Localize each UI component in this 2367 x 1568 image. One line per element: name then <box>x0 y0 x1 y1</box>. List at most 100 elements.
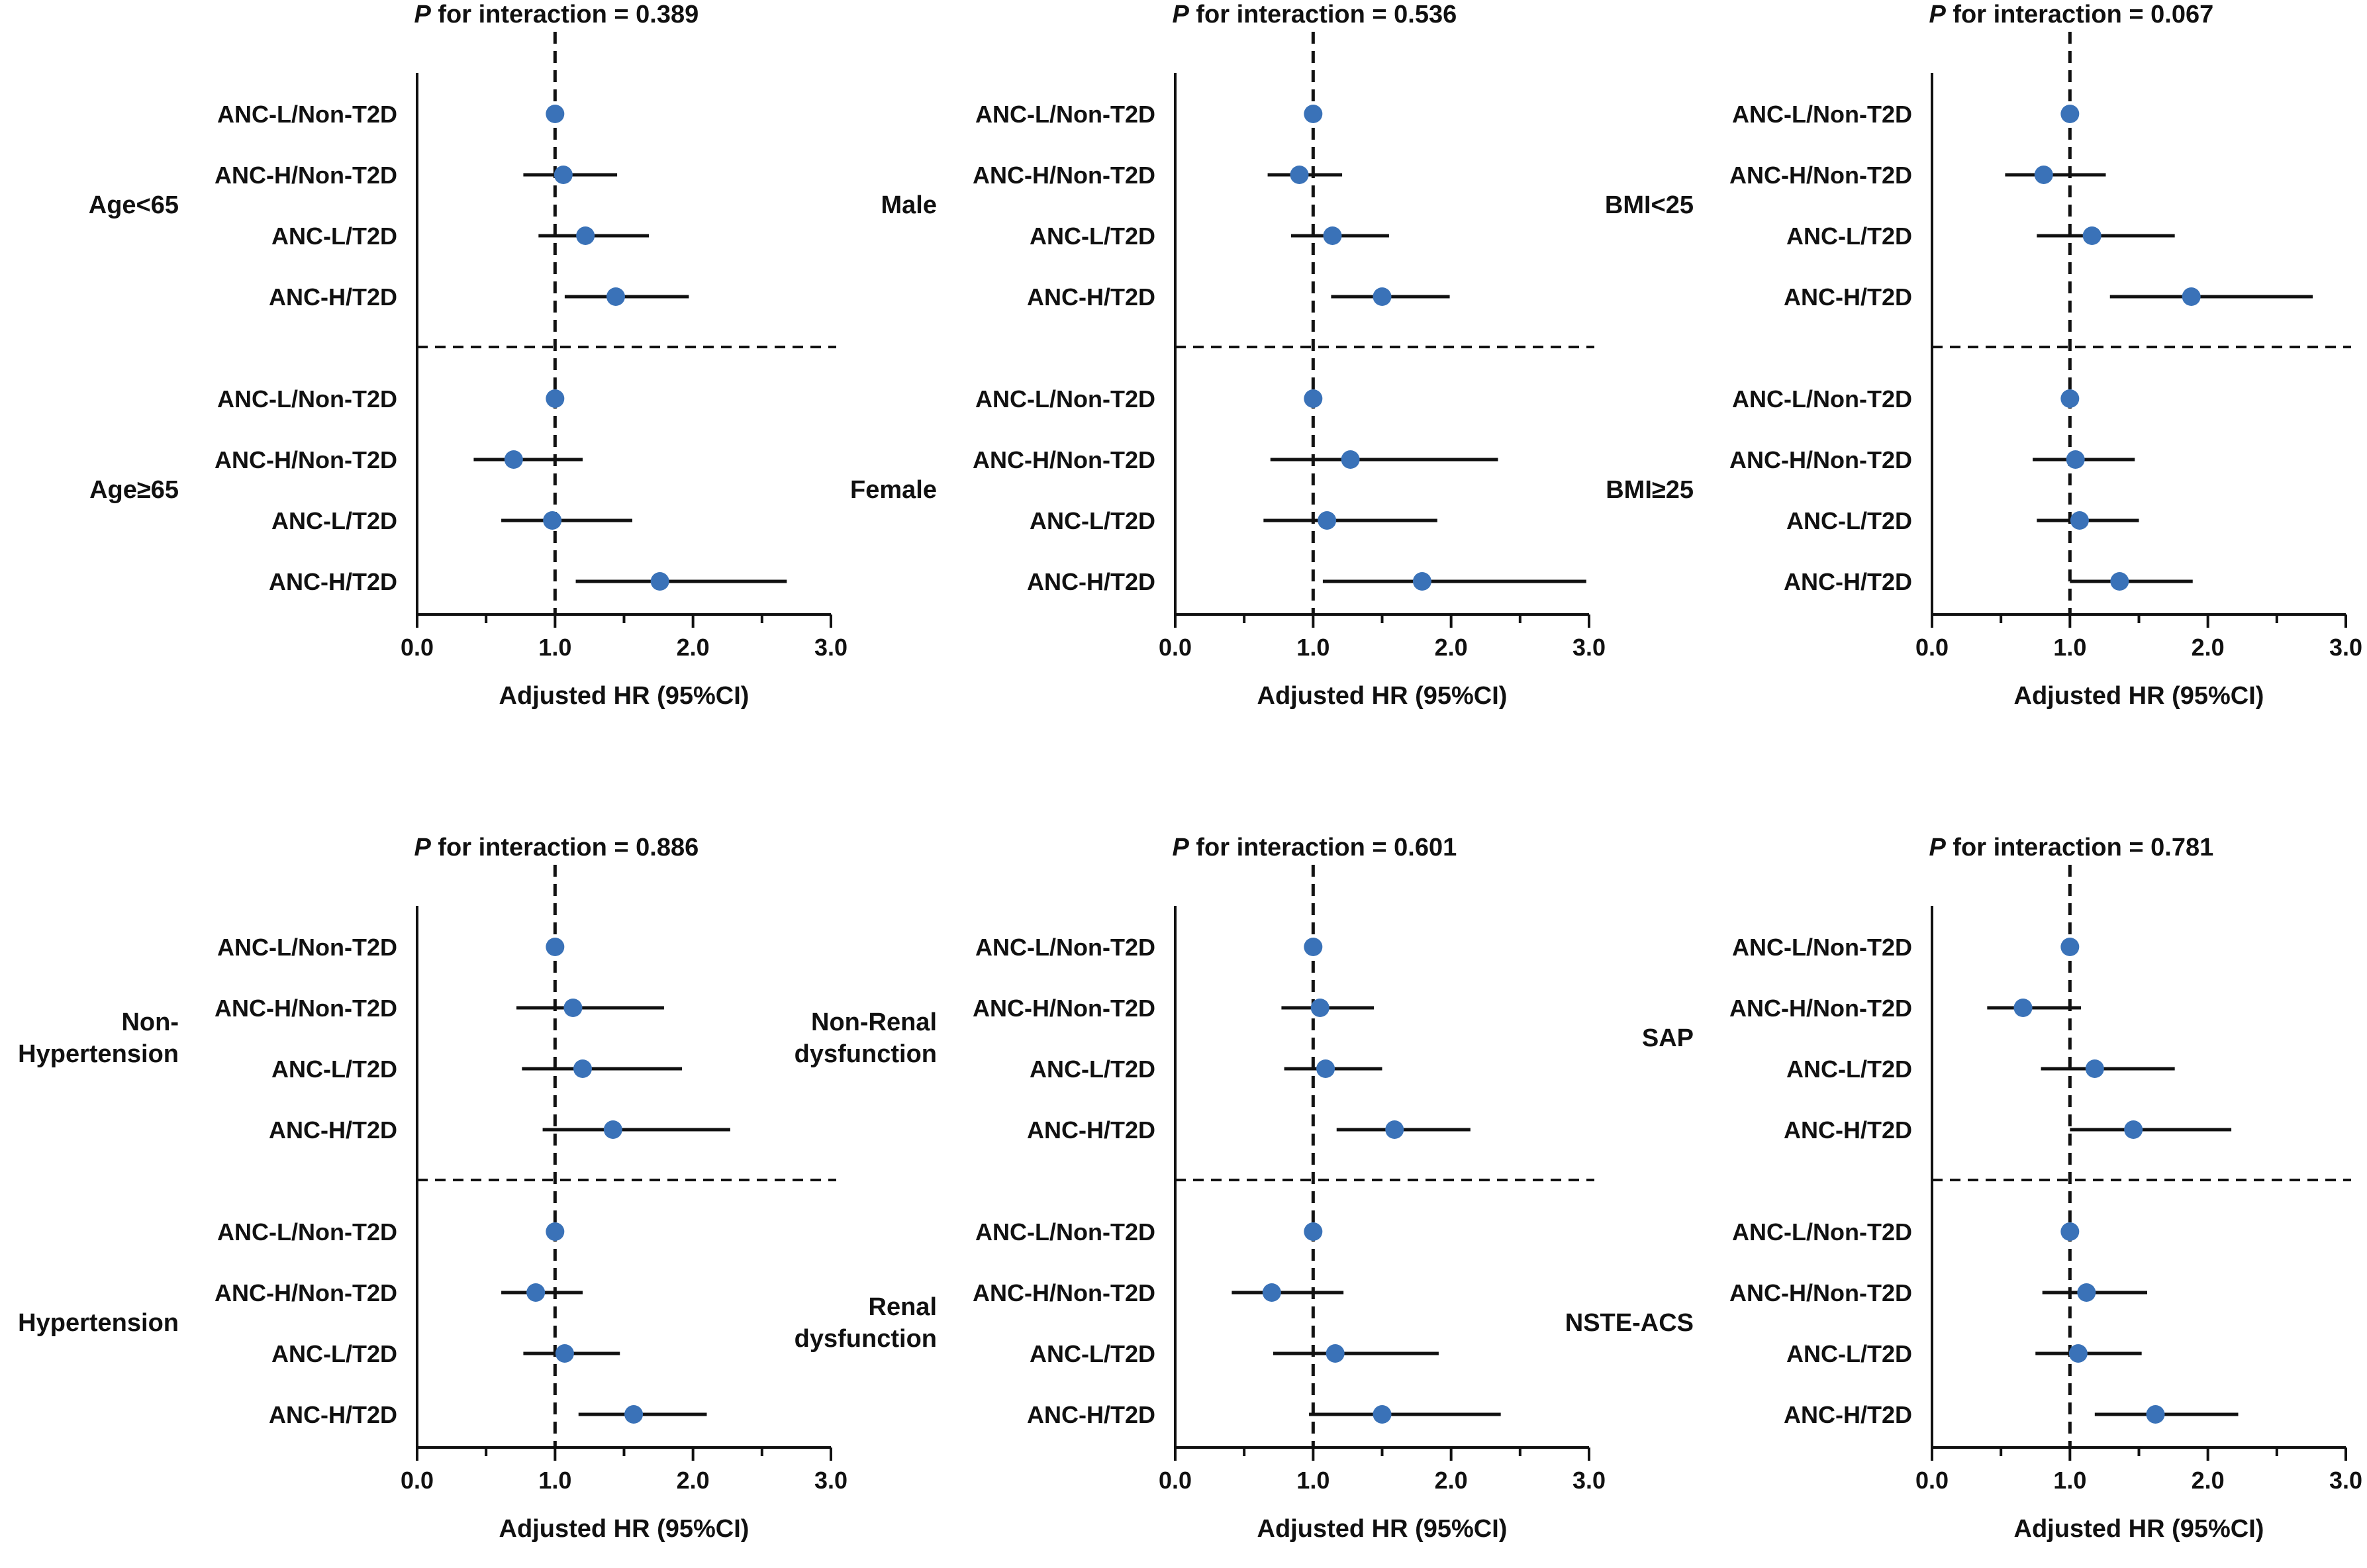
hr-point <box>543 511 562 530</box>
row-label: ANC-L/T2D <box>1030 222 1155 250</box>
hr-point <box>1326 1344 1345 1363</box>
x-tick-label: 0.0 <box>1159 1467 1192 1494</box>
x-tick-label: 3.0 <box>1572 634 1606 661</box>
row-label: ANC-L/T2D <box>1030 507 1155 534</box>
group-label: Female <box>850 476 937 504</box>
group-label: Renal <box>869 1293 937 1321</box>
hr-point <box>546 105 565 123</box>
row-label: ANC-H/T2D <box>269 1401 397 1428</box>
hr-point <box>2034 166 2053 184</box>
title-interaction-text: for interaction = 0.601 <box>1189 834 1457 861</box>
row-label: ANC-H/T2D <box>1027 568 1155 595</box>
panel-title: P for interaction = 0.886 <box>414 834 699 861</box>
hr-point <box>624 1405 644 1424</box>
row-label: ANC-H/Non-T2D <box>1729 1279 1912 1306</box>
x-tick-label: 0.0 <box>1159 634 1192 661</box>
row-label: ANC-L/Non-T2D <box>217 101 397 128</box>
hr-point <box>504 450 523 469</box>
title-interaction-text: for interaction = 0.389 <box>431 1 699 28</box>
group-label: Hypertension <box>18 1040 179 1068</box>
row-label: ANC-L/T2D <box>1030 1340 1155 1367</box>
x-tick-label: 2.0 <box>2192 1467 2225 1494</box>
hr-point <box>2060 1222 2080 1241</box>
row-label: ANC-H/Non-T2D <box>1729 446 1912 473</box>
row-label: ANC-H/T2D <box>1784 568 1912 595</box>
row-label: ANC-H/Non-T2D <box>215 995 397 1022</box>
row-label: ANC-H/T2D <box>269 1116 397 1144</box>
hr-point <box>1385 1120 1404 1139</box>
group-label: dysfunction <box>795 1325 937 1353</box>
hr-point <box>1310 999 1329 1017</box>
group-label: BMI<25 <box>1605 191 1694 219</box>
row-label: ANC-H/T2D <box>1784 1116 1912 1144</box>
row-label: ANC-H/Non-T2D <box>215 446 397 473</box>
hr-point <box>2082 226 2101 245</box>
x-tick-label: 3.0 <box>814 1467 847 1494</box>
title-interaction-text: for interaction = 0.536 <box>1189 1 1457 28</box>
x-axis-title: Adjusted HR (95%CI) <box>499 682 749 710</box>
row-label: ANC-H/Non-T2D <box>973 162 1155 189</box>
row-label: ANC-L/T2D <box>271 507 397 534</box>
row-label: ANC-L/T2D <box>1786 222 1912 250</box>
group-label: Non-Renal <box>811 1008 937 1036</box>
row-label: ANC-L/Non-T2D <box>975 385 1155 413</box>
row-label: ANC-H/Non-T2D <box>1729 995 1912 1022</box>
hr-point <box>2077 1283 2096 1302</box>
row-label: ANC-H/T2D <box>1784 1401 1912 1428</box>
x-axis-title: Adjusted HR (95%CI) <box>1257 1515 1508 1543</box>
group-label: Non- <box>121 1008 179 1036</box>
x-tick-label: 0.0 <box>401 634 434 661</box>
hr-point <box>2146 1405 2165 1424</box>
hr-point <box>1290 166 1309 184</box>
row-label: ANC-L/Non-T2D <box>1732 101 1912 128</box>
hr-point <box>650 572 669 591</box>
panel-title: P for interaction = 0.781 <box>1929 834 2213 861</box>
x-tick-label: 2.0 <box>677 1467 710 1494</box>
x-axis-title: Adjusted HR (95%CI) <box>2014 1515 2264 1543</box>
row-label: ANC-L/Non-T2D <box>217 1218 397 1246</box>
hr-point <box>2060 389 2080 408</box>
group-label: SAP <box>1642 1024 1694 1052</box>
hr-point <box>576 226 595 245</box>
x-tick-label: 1.0 <box>2053 1467 2086 1494</box>
hr-point <box>1373 287 1392 306</box>
row-label: ANC-H/T2D <box>269 283 397 311</box>
hr-point <box>555 1344 574 1363</box>
row-label: ANC-H/T2D <box>1027 1116 1155 1144</box>
group-label: Age≥65 <box>89 476 179 504</box>
title-p-symbol: P <box>1172 1 1189 28</box>
hr-point <box>546 389 565 408</box>
hr-point <box>606 287 625 306</box>
row-label: ANC-H/T2D <box>1784 283 1912 311</box>
row-label: ANC-L/Non-T2D <box>975 101 1155 128</box>
hr-point <box>1304 1222 1323 1241</box>
hr-point <box>2013 999 2033 1017</box>
hr-point <box>2060 938 2080 956</box>
title-p-symbol: P <box>1929 834 1946 861</box>
hr-point <box>1412 572 1431 591</box>
row-label: ANC-L/T2D <box>1786 1340 1912 1367</box>
hr-point <box>1373 1405 1392 1424</box>
hr-point <box>603 1120 622 1139</box>
row-label: ANC-H/T2D <box>269 568 397 595</box>
group-label: Hypertension <box>18 1309 179 1337</box>
x-tick-label: 2.0 <box>1435 1467 1468 1494</box>
x-axis-title: Adjusted HR (95%CI) <box>1257 682 1508 710</box>
row-label: ANC-H/T2D <box>1027 1401 1155 1428</box>
row-label: ANC-H/Non-T2D <box>973 1279 1155 1306</box>
hr-point <box>1323 226 1342 245</box>
panel-title: P for interaction = 0.067 <box>1929 1 2213 28</box>
hr-point <box>1304 105 1323 123</box>
title-p-symbol: P <box>1929 1 1946 28</box>
hr-point <box>554 166 573 184</box>
row-label: ANC-L/Non-T2D <box>1732 1218 1912 1246</box>
row-label: ANC-L/Non-T2D <box>975 1218 1155 1246</box>
row-label: ANC-H/Non-T2D <box>215 1279 397 1306</box>
x-tick-label: 1.0 <box>538 1467 571 1494</box>
x-tick-label: 1.0 <box>538 634 571 661</box>
group-label: dysfunction <box>795 1040 937 1068</box>
hr-point <box>1304 389 1323 408</box>
title-p-symbol: P <box>414 1 431 28</box>
x-tick-label: 1.0 <box>1296 634 1329 661</box>
